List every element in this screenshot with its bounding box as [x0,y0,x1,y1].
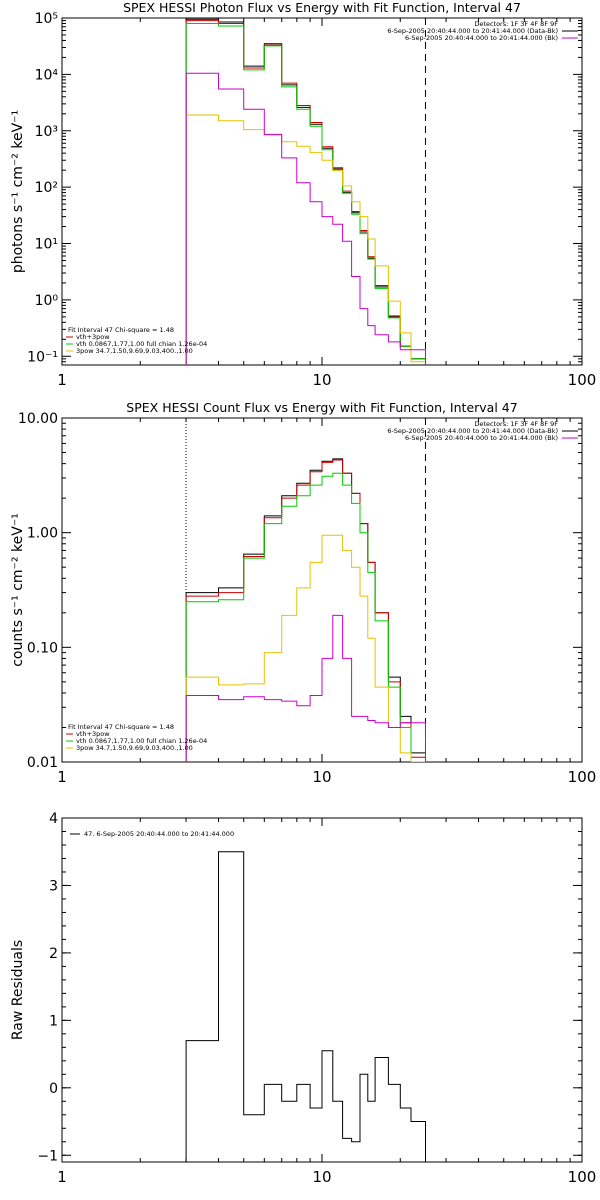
y-tick-label: 1.00 [27,526,58,542]
y-tick-label: 0 [49,1081,58,1097]
y-axis-label: photons s⁻¹ cm⁻² keV⁻¹ [10,110,26,273]
x-tick-label: 1 [57,1168,67,1186]
series-line-3 [185,23,426,365]
legend-line: vth 0.0867,1.77,1.00 full chian 1.26e-04 [76,340,207,348]
x-tick-label: 1 [57,768,67,786]
y-tick-label: 10¹ [35,237,58,253]
x-tick-label: 100 [568,371,597,389]
y-tick-label: 3 [49,878,58,894]
series-line-2 [185,20,426,365]
legend-line: vth+3pow [76,333,110,341]
chart-title: SPEX HESSI Photon Flux vs Energy with Fi… [123,0,521,15]
y-axis-label: Raw Residuals [10,940,26,1040]
x-tick-label: 10 [312,371,331,389]
header-line: 6-Sep-2005 20:40:44.000 to 20:41:44.000 … [387,427,558,435]
header-line: 6-Sep-2005 20:40:44.000 to 20:41:44.000 … [387,27,558,35]
y-tick-label: 10³ [35,124,58,140]
y-tick-label: 10⁴ [35,67,59,83]
chart-panel-2: 1 10 100 0.01 0.10 1.00 10.00 SPEX HESSI Count … [10,400,596,786]
legend-line: vth+3pow [76,730,110,738]
series-line-5 [185,614,426,762]
y-tick-label: 0.10 [27,640,58,656]
chart-panel-1: 1 10 100 10⁻¹ 10⁰ 10¹ 10² 10³ 10⁴ 10⁵ SPEX HESSI P… [10,0,596,389]
series-line-4 [185,114,426,365]
series-line-1 [185,18,426,365]
legend-line: Fit Interval 47 Chi-square = 1.48 [68,326,174,334]
y-tick-label: −1 [37,1148,58,1164]
chart-title: SPEX HESSI Count Flux vs Energy with Fit… [126,400,517,415]
series-line-1 [185,458,426,762]
plot-frame [61,817,583,1163]
y-tick-label: 10⁰ [35,293,59,309]
legend-line: vth 0.0867,1.77,1.00 full chian 1.26e-04 [76,737,207,745]
y-tick-label: 10² [35,180,58,196]
series-line-4 [185,534,426,762]
series-line-5 [185,72,426,365]
legend-line: 3pow 34.7,1.50,9.69,9.03,400.,1.00 [76,744,193,752]
header-line: Detectors: 1F 3F 4F 8F 9F [474,20,558,28]
y-tick-label: 4 [49,811,58,827]
x-tick-label: 100 [568,1168,597,1186]
chart-panel-3: 1 10 100 −1 0 1 2 3 4 Raw Residuals 47. 6-Sep-2005… [10,811,596,1186]
plot-frame [61,17,583,366]
y-tick-label: 10⁵ [35,11,58,27]
y-tick-label: 0.01 [27,755,58,771]
x-tick-label: 100 [568,768,597,786]
header-line: 6-Sep-2005 20:40:44.000 to 20:41:44.000 … [405,434,558,442]
legend-line: Fit Interval 47 Chi-square = 1.48 [68,723,174,731]
legend-line: 47. 6-Sep-2005 20:40:44.000 to 20:41:44.… [84,830,234,838]
y-tick-label: 10.00 [18,411,58,427]
x-tick-label: 10 [312,1168,331,1186]
x-tick-label: 10 [312,768,331,786]
y-tick-label: 1 [49,1013,58,1029]
series-line-3 [185,472,426,762]
header-line: Detectors: 1F 3F 4F 8F 9F [474,420,558,428]
series-line-2 [185,459,426,762]
x-tick-label: 1 [57,371,67,389]
y-axis-label: counts s⁻¹ cm⁻² keV⁻¹ [10,513,26,667]
y-tick-label: 2 [49,946,58,962]
legend-line: 3pow 34.7,1.50,9.69,9.03,400.,1.00 [76,347,193,355]
header-line: 6-Sep-2005 20:40:44.000 to 20:41:44.000 … [405,34,558,42]
series-line-1 [185,851,426,1162]
y-tick-label: 10⁻¹ [27,349,58,365]
